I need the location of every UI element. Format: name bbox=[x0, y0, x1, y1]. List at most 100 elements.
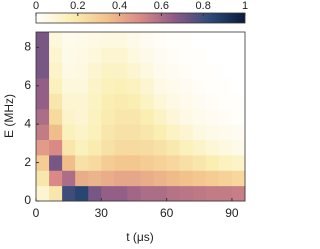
x-tick-label: 30 bbox=[95, 206, 109, 220]
heatmap-cell bbox=[62, 170, 76, 187]
heatmap-cell bbox=[49, 47, 63, 64]
heatmap-cell bbox=[166, 154, 181, 171]
heatmap-cell bbox=[218, 154, 233, 171]
heatmap-cell bbox=[192, 108, 207, 125]
heatmap-cell bbox=[179, 32, 194, 48]
heatmap-cell bbox=[101, 32, 115, 48]
heatmap-cell bbox=[231, 78, 246, 94]
heatmap-cell bbox=[101, 139, 115, 156]
heatmap-cell bbox=[166, 108, 181, 125]
heatmap-cell bbox=[114, 185, 128, 202]
heatmap-cell bbox=[88, 62, 102, 79]
heatmap-cell bbox=[62, 154, 76, 171]
heatmap-cell bbox=[153, 93, 168, 110]
heatmap-cell bbox=[88, 78, 102, 94]
heatmap-cell bbox=[88, 124, 102, 141]
heatmap-cell bbox=[36, 170, 50, 187]
heatmap-cell bbox=[36, 78, 50, 94]
heatmap-cell bbox=[88, 139, 102, 156]
x-tick-label: 0 bbox=[33, 206, 40, 220]
heatmap-cell bbox=[49, 32, 63, 48]
heatmap-cell bbox=[101, 154, 115, 171]
heatmap-cell bbox=[49, 93, 63, 110]
heatmap-cell bbox=[114, 170, 128, 187]
heatmap-cell bbox=[192, 78, 207, 94]
heatmap-cell bbox=[166, 47, 181, 64]
heatmap-cell bbox=[75, 154, 89, 171]
heatmap-cell bbox=[218, 32, 233, 48]
heatmap-cell bbox=[49, 124, 63, 141]
heatmap-cell bbox=[218, 108, 233, 125]
heatmap-cell bbox=[101, 78, 115, 94]
heatmap-cell bbox=[140, 93, 155, 110]
heatmap-cell bbox=[140, 124, 155, 141]
heatmap-cell bbox=[205, 154, 220, 171]
heatmap-cell bbox=[88, 32, 102, 48]
heatmap-cell bbox=[127, 139, 141, 156]
heatmap-cell bbox=[114, 62, 128, 79]
heatmap-cell bbox=[192, 185, 207, 202]
heatmap bbox=[36, 32, 246, 202]
heatmap-cell bbox=[231, 170, 246, 187]
heatmap-cell bbox=[49, 139, 63, 156]
heatmap-cell bbox=[192, 154, 207, 171]
heatmap-cell bbox=[114, 139, 128, 156]
heatmap-cell bbox=[205, 78, 220, 94]
heatmap-cell bbox=[166, 170, 181, 187]
heatmap-cell bbox=[62, 108, 76, 125]
heatmap-cell bbox=[49, 185, 63, 202]
heatmap-cell bbox=[88, 170, 102, 187]
heatmap-cell bbox=[231, 124, 246, 141]
y-tick-label: 0 bbox=[24, 193, 31, 207]
heatmap-cell bbox=[153, 124, 168, 141]
heatmap-cell bbox=[231, 185, 246, 202]
heatmap-cell bbox=[218, 93, 233, 110]
heatmap-cell bbox=[231, 93, 246, 110]
heatmap-cell bbox=[205, 139, 220, 156]
heatmap-cell bbox=[127, 124, 141, 141]
heatmap-cell bbox=[192, 124, 207, 141]
colorbar-tick-label: 1 bbox=[242, 0, 248, 12]
heatmap-cell bbox=[49, 154, 63, 171]
heatmap-cell bbox=[140, 62, 155, 79]
heatmap-cell bbox=[49, 170, 63, 187]
heatmap-cell bbox=[75, 78, 89, 94]
heatmap-cell bbox=[49, 62, 63, 79]
heatmap-cell bbox=[88, 108, 102, 125]
y-tick-label: 4 bbox=[24, 116, 31, 130]
heatmap-cell bbox=[192, 62, 207, 79]
heatmap-cell bbox=[218, 62, 233, 79]
heatmap-cell bbox=[140, 108, 155, 125]
x-axis-label: t (μs) bbox=[126, 230, 154, 244]
heatmap-cell bbox=[192, 139, 207, 156]
heatmap-cell bbox=[127, 78, 141, 94]
heatmap-cell bbox=[101, 170, 115, 187]
y-axis-label: E (MHz) bbox=[2, 94, 16, 138]
heatmap-cell bbox=[192, 93, 207, 110]
heatmap-cell bbox=[62, 78, 76, 94]
axes: 0 30 60 90 0 2 4 6 8 0 0.2 0.4 0.6 0.8 1 bbox=[24, 0, 248, 220]
heatmap-cell bbox=[114, 78, 128, 94]
heatmap-cell bbox=[75, 93, 89, 110]
heatmap-cell bbox=[127, 185, 141, 202]
heatmap-cell bbox=[140, 47, 155, 64]
heatmap-cell bbox=[101, 185, 115, 202]
heatmap-cell bbox=[101, 108, 115, 125]
heatmap-cell bbox=[36, 185, 50, 202]
colorbar-tick-label: 0 bbox=[33, 0, 39, 12]
heatmap-cell bbox=[75, 62, 89, 79]
heatmap-cell bbox=[101, 124, 115, 141]
heatmap-cell bbox=[153, 154, 168, 171]
heatmap-cell bbox=[179, 62, 194, 79]
heatmap-cell bbox=[231, 62, 246, 79]
colorbar-tick-label: 0.8 bbox=[196, 0, 211, 12]
heatmap-cell bbox=[205, 108, 220, 125]
heatmap-cell bbox=[101, 62, 115, 79]
heatmap-cell bbox=[179, 185, 194, 202]
heatmap-cell bbox=[75, 185, 89, 202]
heatmap-cell bbox=[49, 78, 63, 94]
heatmap-cell bbox=[114, 93, 128, 110]
heatmap-cell bbox=[153, 78, 168, 94]
heatmap-cell bbox=[231, 154, 246, 171]
heatmap-cell bbox=[231, 139, 246, 156]
